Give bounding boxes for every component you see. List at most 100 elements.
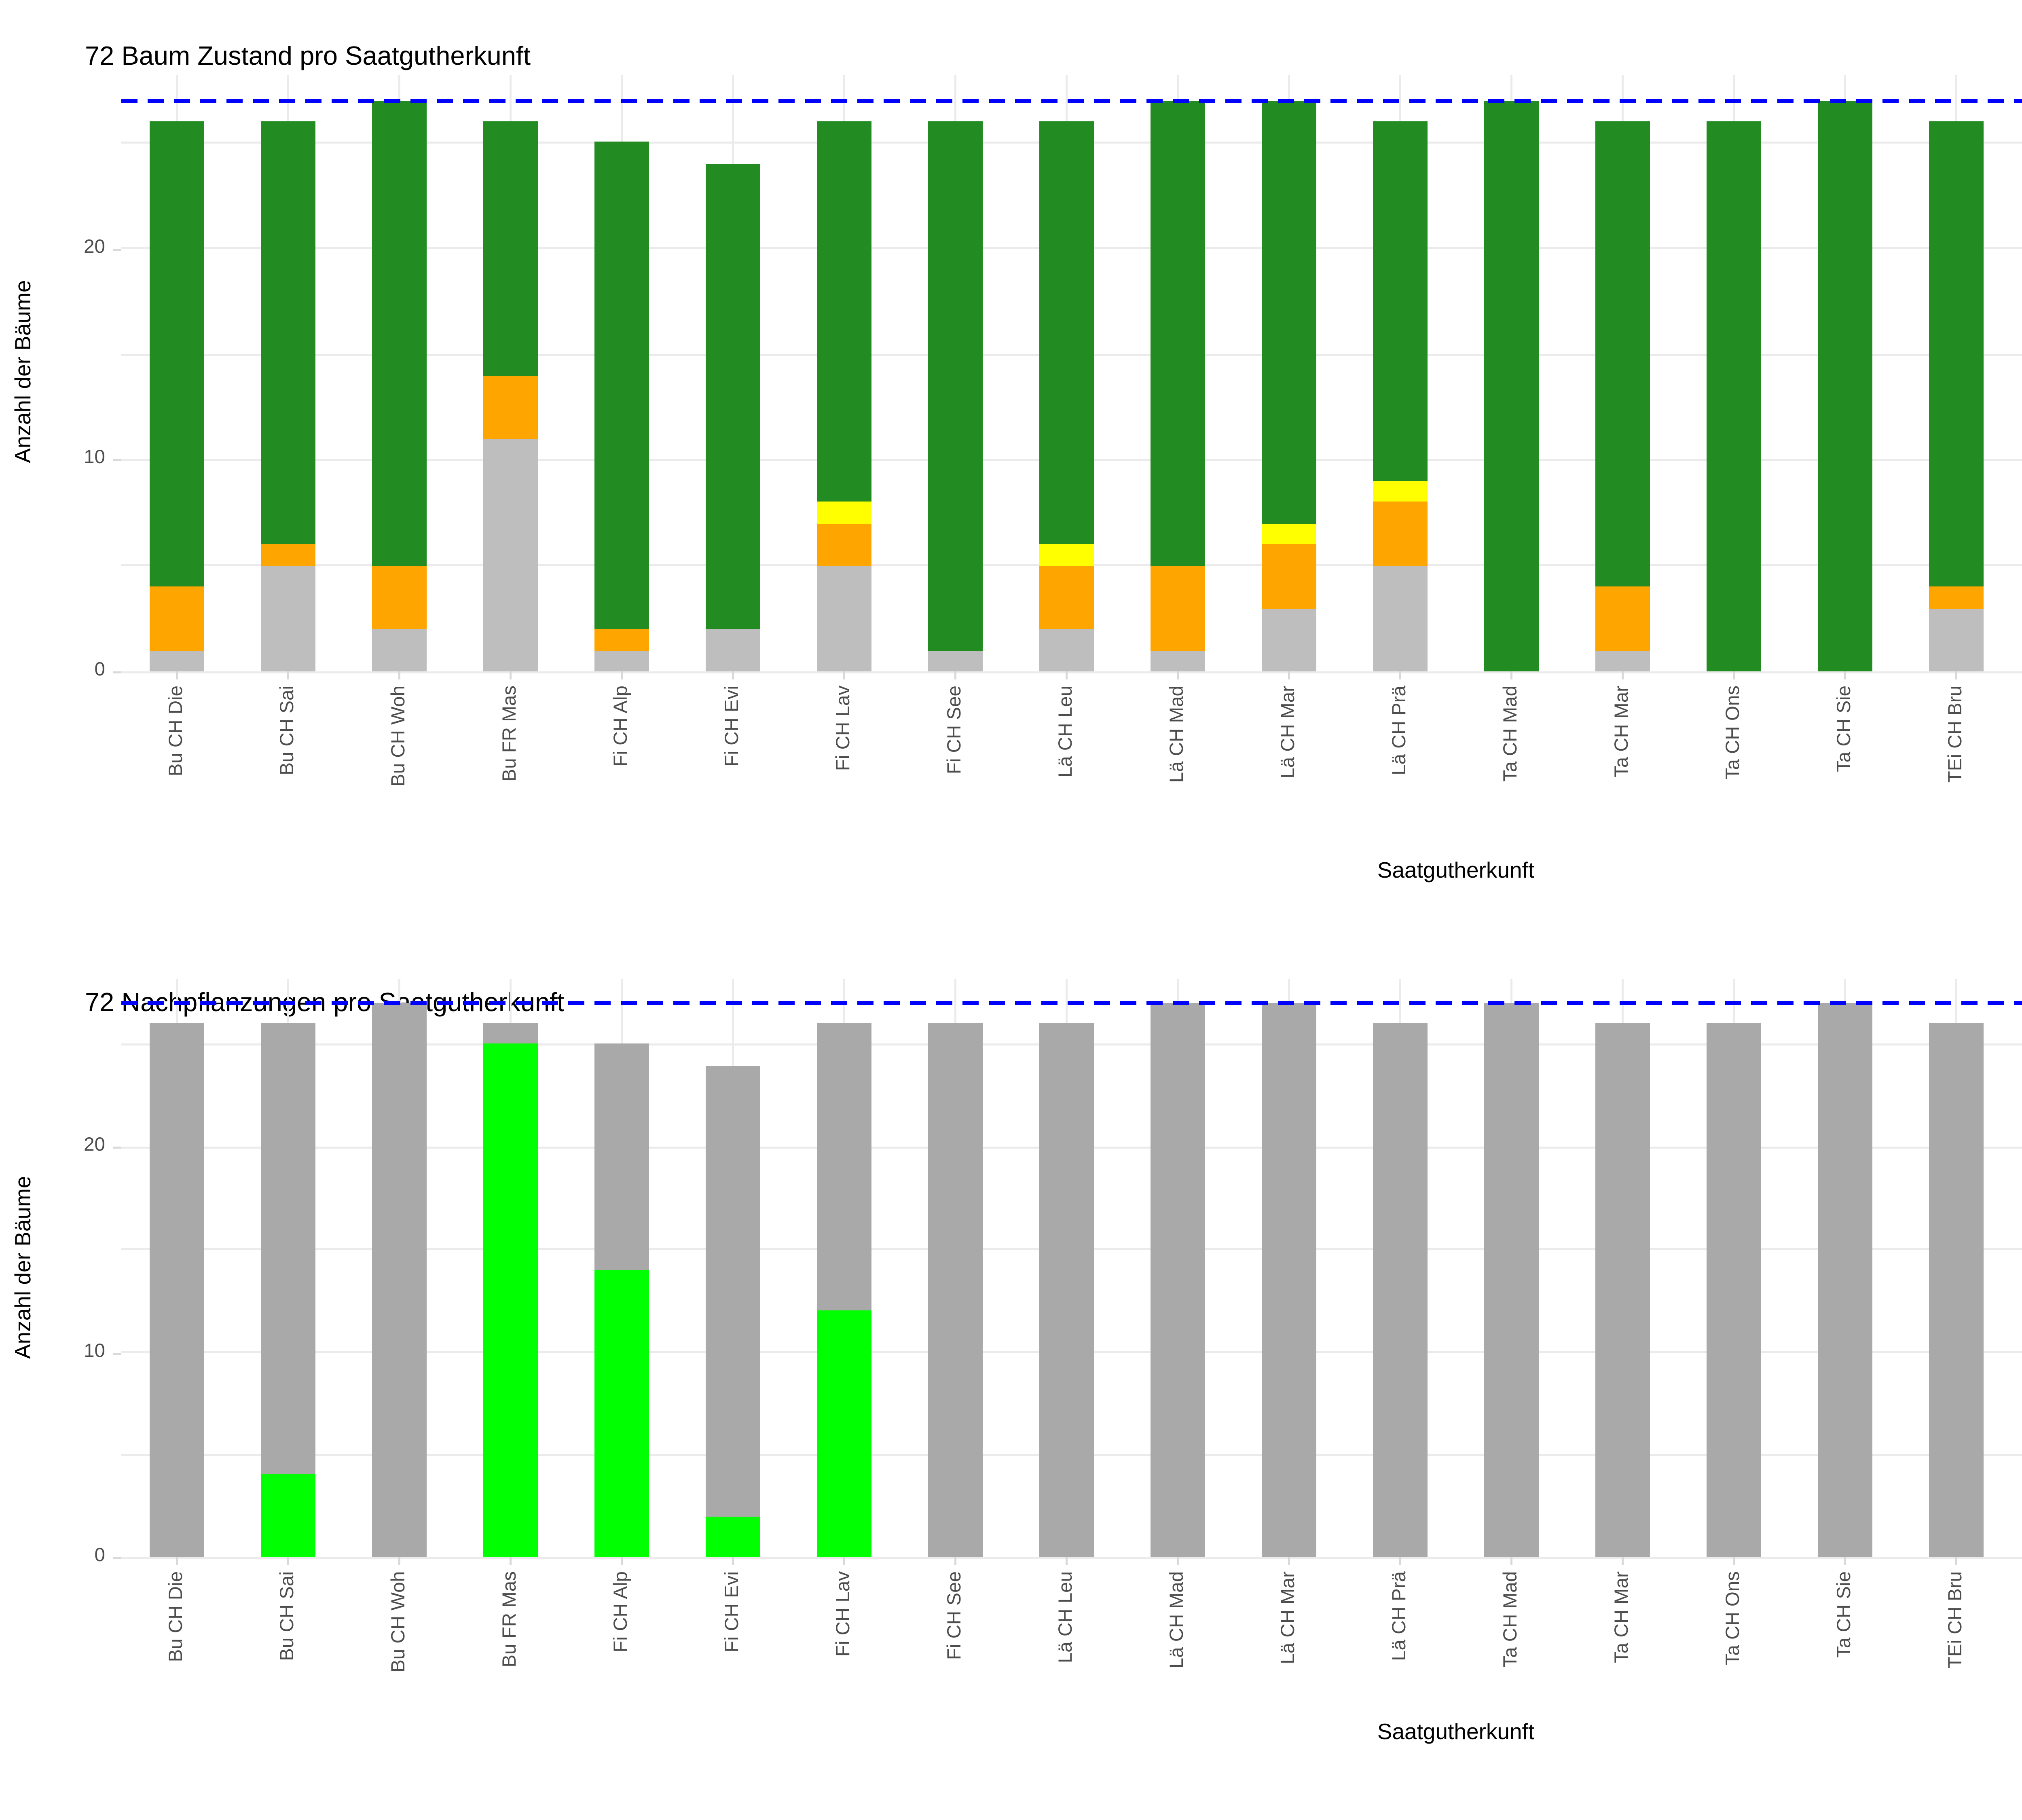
bar-segment-nachpflanzung	[482, 1044, 539, 1557]
plot-area	[121, 979, 2022, 1558]
x-tick-mark	[1510, 671, 1512, 679]
x-tick-label-text: Bu FR Mas	[499, 686, 522, 782]
bar-segment-lebend-normal-vital	[260, 121, 316, 545]
x-tick-mark	[287, 671, 289, 679]
bar-segment-tot-andere-ursache	[1261, 544, 1317, 608]
x-tick-label-text: Lä CH Prä	[1389, 1571, 1411, 1661]
x-tick-mark	[1510, 1557, 1512, 1565]
bar-segment-verschwunden	[705, 629, 761, 671]
bar-segment-erstpflanzung	[705, 1064, 761, 1516]
bar-segment-nachpflanzung	[705, 1516, 761, 1557]
bar-segment-tot-andere-ursache	[149, 586, 205, 650]
y-tick-mark	[113, 671, 121, 673]
x-tick-label-text: Ta CH Mar	[1612, 686, 1634, 778]
y-tick-label: 20	[84, 236, 105, 258]
x-tick-label-text: Ta CH Sie	[1834, 686, 1856, 772]
bar-segment-lebend-kümmernd	[1372, 481, 1428, 502]
x-tick-label-text: Lä CH Leu	[1055, 686, 1078, 778]
bar-segment-erstpflanzung	[1483, 1003, 1540, 1557]
bar-segment-erstpflanzung	[1150, 1003, 1206, 1557]
bar-segment-tot-andere-ursache	[1150, 565, 1206, 650]
bar-segment-verschwunden	[149, 650, 205, 671]
x-tick-label-text: Bu CH Sai	[277, 686, 299, 775]
x-tick-label: TEi CH Gal	[1967, 1571, 2022, 1773]
bar-segment-tot-andere-ursache	[816, 523, 872, 566]
x-tick-label-text: Lä CH Prä	[1389, 686, 1411, 775]
bar-segment-lebend-normal-vital	[371, 100, 427, 566]
bar-segment-lebend-normal-vital	[1595, 121, 1651, 587]
x-tick-mark	[843, 1557, 845, 1565]
x-tick-mark	[1399, 1557, 1401, 1565]
x-tick-mark	[732, 1557, 734, 1565]
bar-segment-tot-andere-ursache	[482, 375, 539, 439]
x-tick-mark	[732, 671, 734, 679]
y-tick-mark	[113, 1557, 121, 1559]
bar-segment-erstpflanzung	[927, 1024, 984, 1557]
bar-segment-verschwunden	[1372, 565, 1428, 671]
x-tick-label-text: Bu CH Die	[166, 1571, 188, 1662]
bar-segment-verschwunden	[260, 565, 316, 671]
bar-segment-erstpflanzung	[594, 1044, 650, 1270]
bar-segment-lebend-normal-vital	[1928, 121, 1984, 587]
x-tick-mark	[621, 1557, 623, 1565]
bar-segment-erstpflanzung	[1595, 1024, 1651, 1557]
bar-segment-lebend-normal-vital	[1261, 100, 1317, 523]
gridline-h	[121, 1556, 2022, 1558]
x-tick-label-text: Ta CH Mar	[1612, 1571, 1634, 1663]
x-tick-mark	[1955, 1557, 1957, 1565]
y-tick-mark	[113, 1147, 121, 1149]
x-axis-title: Saatgutherkunft	[1377, 1721, 1535, 1745]
bar-segment-lebend-kümmernd	[816, 502, 872, 523]
bar-segment-verschwunden	[816, 565, 872, 671]
bar-segment-verschwunden	[1595, 650, 1651, 671]
y-tick-label: 20	[84, 1134, 105, 1157]
bar-segment-verschwunden	[1261, 608, 1317, 671]
x-tick-label-text: Bu FR Mas	[499, 1571, 522, 1668]
x-tick-label-text: TEi CH Bru	[1945, 1571, 1967, 1669]
chart-nachpflanzungen: 72 Nachpflanzungen pro Saatgutherkunft A…	[0, 942, 2022, 1820]
y-tick-label: 0	[94, 1545, 105, 1567]
x-tick-mark	[510, 671, 512, 679]
reference-line	[121, 98, 2022, 102]
x-tick-mark	[843, 671, 845, 679]
bar-segment-lebend-kümmernd	[1038, 544, 1095, 566]
y-tick-label: 10	[84, 1340, 105, 1362]
x-tick-mark	[1844, 671, 1846, 679]
x-tick-label-text: Lä CH Mad	[1167, 686, 1189, 783]
bar-segment-verschwunden	[1150, 650, 1206, 671]
x-tick-label-text: Fi CH See	[944, 1571, 967, 1660]
reference-line	[121, 1001, 2022, 1005]
bar-segment-lebend-normal-vital	[1372, 121, 1428, 481]
bar-segment-lebend-normal-vital	[705, 163, 761, 629]
bar-segment-verschwunden	[1038, 629, 1095, 671]
bar-segment-erstpflanzung	[371, 1003, 427, 1557]
x-tick-label-text: Fi CH Lav	[833, 686, 855, 771]
x-tick-mark	[1622, 671, 1624, 679]
x-tick-mark	[287, 1557, 289, 1565]
x-tick-mark	[1066, 671, 1068, 679]
bar-segment-tot-andere-ursache	[260, 544, 316, 566]
bar-segment-erstpflanzung	[149, 1024, 205, 1557]
bar-segment-verschwunden	[594, 650, 650, 671]
bar-segment-erstpflanzung	[1706, 1024, 1762, 1557]
bar-segment-tot-andere-ursache	[1038, 565, 1095, 629]
x-tick-label-text: Fi CH Lav	[833, 1571, 855, 1657]
x-tick-mark	[176, 1557, 178, 1565]
x-tick-mark	[1955, 671, 1957, 679]
bar-segment-erstpflanzung	[260, 1024, 316, 1475]
bar-segment-lebend-kümmernd	[1261, 523, 1317, 545]
bar-segment-nachpflanzung	[594, 1270, 650, 1557]
x-tick-mark	[954, 671, 956, 679]
x-tick-label-text: Lä CH Leu	[1055, 1571, 1078, 1663]
chart-baum-zustand: 72 Baum Zustand pro Saatgutherkunft Anza…	[12, 40, 2022, 888]
y-tick-mark	[113, 248, 121, 250]
x-tick-mark	[1066, 1557, 1068, 1565]
gridline-h	[121, 670, 2022, 673]
bar-segment-erstpflanzung	[1038, 1024, 1095, 1557]
x-tick-label: TEi CH Gal	[1967, 686, 2022, 888]
x-tick-label-text: Ta CH Ons	[1723, 1571, 1745, 1666]
x-tick-label-text: Lä CH Mar	[1278, 686, 1300, 779]
y-tick-mark	[113, 459, 121, 462]
bar-segment-lebend-normal-vital	[1483, 100, 1540, 671]
